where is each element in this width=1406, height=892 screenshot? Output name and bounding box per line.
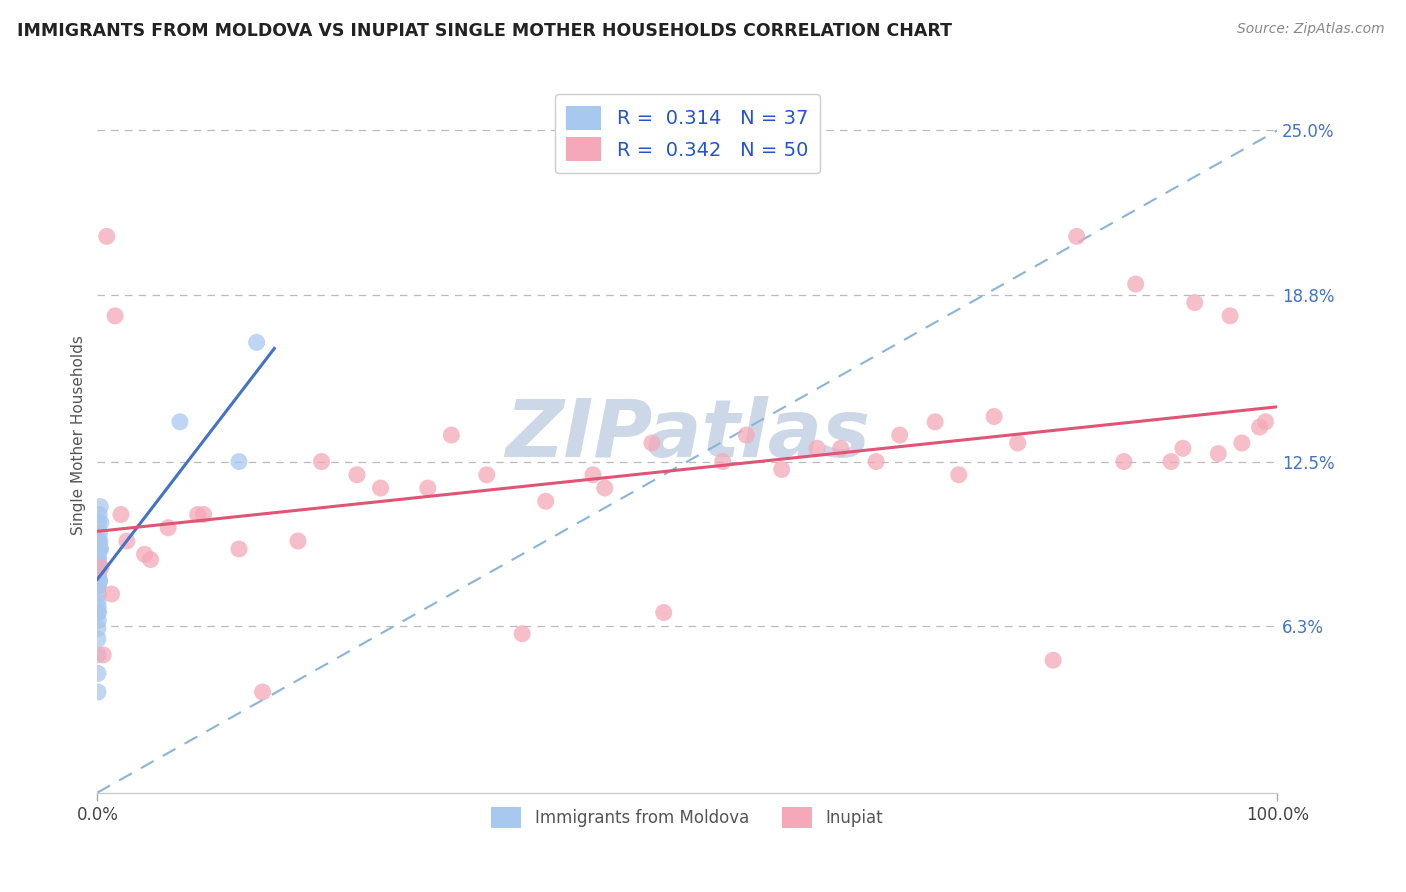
- Point: [89, 534, 111, 549]
- Point: [983, 409, 1005, 424]
- Point: [228, 541, 250, 556]
- Point: [865, 454, 887, 468]
- Point: [252, 685, 274, 699]
- Point: [1112, 454, 1135, 468]
- Point: [87, 587, 110, 601]
- Point: [346, 467, 368, 482]
- Point: [89, 560, 111, 574]
- Point: [593, 481, 616, 495]
- Point: [711, 454, 734, 468]
- Point: [96, 229, 118, 244]
- Point: [90, 560, 112, 574]
- Point: [582, 467, 605, 482]
- Point: [87, 622, 110, 636]
- Point: [90, 541, 112, 556]
- Point: [157, 521, 180, 535]
- Point: [87, 574, 110, 588]
- Point: [90, 516, 112, 530]
- Point: [87, 614, 110, 628]
- Point: [87, 632, 110, 646]
- Text: ZIPatlas: ZIPatlas: [505, 396, 870, 474]
- Text: IMMIGRANTS FROM MOLDOVA VS INUPIAT SINGLE MOTHER HOUSEHOLDS CORRELATION CHART: IMMIGRANTS FROM MOLDOVA VS INUPIAT SINGL…: [17, 22, 952, 40]
- Point: [87, 606, 110, 620]
- Point: [641, 436, 664, 450]
- Point: [311, 454, 333, 468]
- Point: [91, 648, 114, 662]
- Point: [652, 606, 675, 620]
- Point: [1230, 436, 1253, 450]
- Point: [1125, 277, 1147, 291]
- Point: [1042, 653, 1064, 667]
- Point: [830, 442, 852, 456]
- Point: [475, 467, 498, 482]
- Point: [104, 309, 127, 323]
- Point: [87, 568, 110, 582]
- Point: [87, 600, 110, 615]
- Point: [416, 481, 439, 495]
- Point: [87, 516, 110, 530]
- Point: [87, 606, 110, 620]
- Point: [948, 467, 970, 482]
- Point: [169, 415, 191, 429]
- Point: [1160, 454, 1182, 468]
- Point: [87, 541, 110, 556]
- Point: [87, 541, 110, 556]
- Point: [510, 626, 533, 640]
- Point: [187, 508, 209, 522]
- Point: [139, 552, 162, 566]
- Point: [889, 428, 911, 442]
- Point: [1171, 442, 1194, 456]
- Point: [87, 648, 110, 662]
- Point: [924, 415, 946, 429]
- Point: [110, 508, 132, 522]
- Point: [89, 500, 111, 514]
- Point: [193, 508, 215, 522]
- Point: [1007, 436, 1029, 450]
- Point: [87, 534, 110, 549]
- Point: [87, 579, 110, 593]
- Point: [89, 526, 111, 541]
- Point: [735, 428, 758, 442]
- Point: [89, 574, 111, 588]
- Point: [87, 579, 110, 593]
- Point: [1219, 309, 1241, 323]
- Point: [87, 568, 110, 582]
- Point: [370, 481, 392, 495]
- Point: [1206, 447, 1229, 461]
- Point: [287, 534, 309, 549]
- Point: [1254, 415, 1277, 429]
- Text: Source: ZipAtlas.com: Source: ZipAtlas.com: [1237, 22, 1385, 37]
- Point: [87, 552, 110, 566]
- Point: [100, 587, 122, 601]
- Point: [87, 666, 110, 681]
- Point: [87, 508, 110, 522]
- Point: [134, 547, 156, 561]
- Point: [1249, 420, 1271, 434]
- Point: [534, 494, 557, 508]
- Point: [87, 547, 110, 561]
- Y-axis label: Single Mother Households: Single Mother Households: [72, 335, 86, 535]
- Point: [87, 534, 110, 549]
- Point: [1184, 295, 1206, 310]
- Point: [115, 534, 138, 549]
- Point: [440, 428, 463, 442]
- Point: [1066, 229, 1088, 244]
- Point: [89, 541, 111, 556]
- Point: [770, 462, 793, 476]
- Point: [246, 335, 269, 350]
- Point: [87, 685, 110, 699]
- Point: [228, 454, 250, 468]
- Point: [806, 442, 828, 456]
- Point: [87, 560, 110, 574]
- Legend: Immigrants from Moldova, Inupiat: Immigrants from Moldova, Inupiat: [485, 801, 890, 834]
- Point: [87, 552, 110, 566]
- Point: [87, 595, 110, 609]
